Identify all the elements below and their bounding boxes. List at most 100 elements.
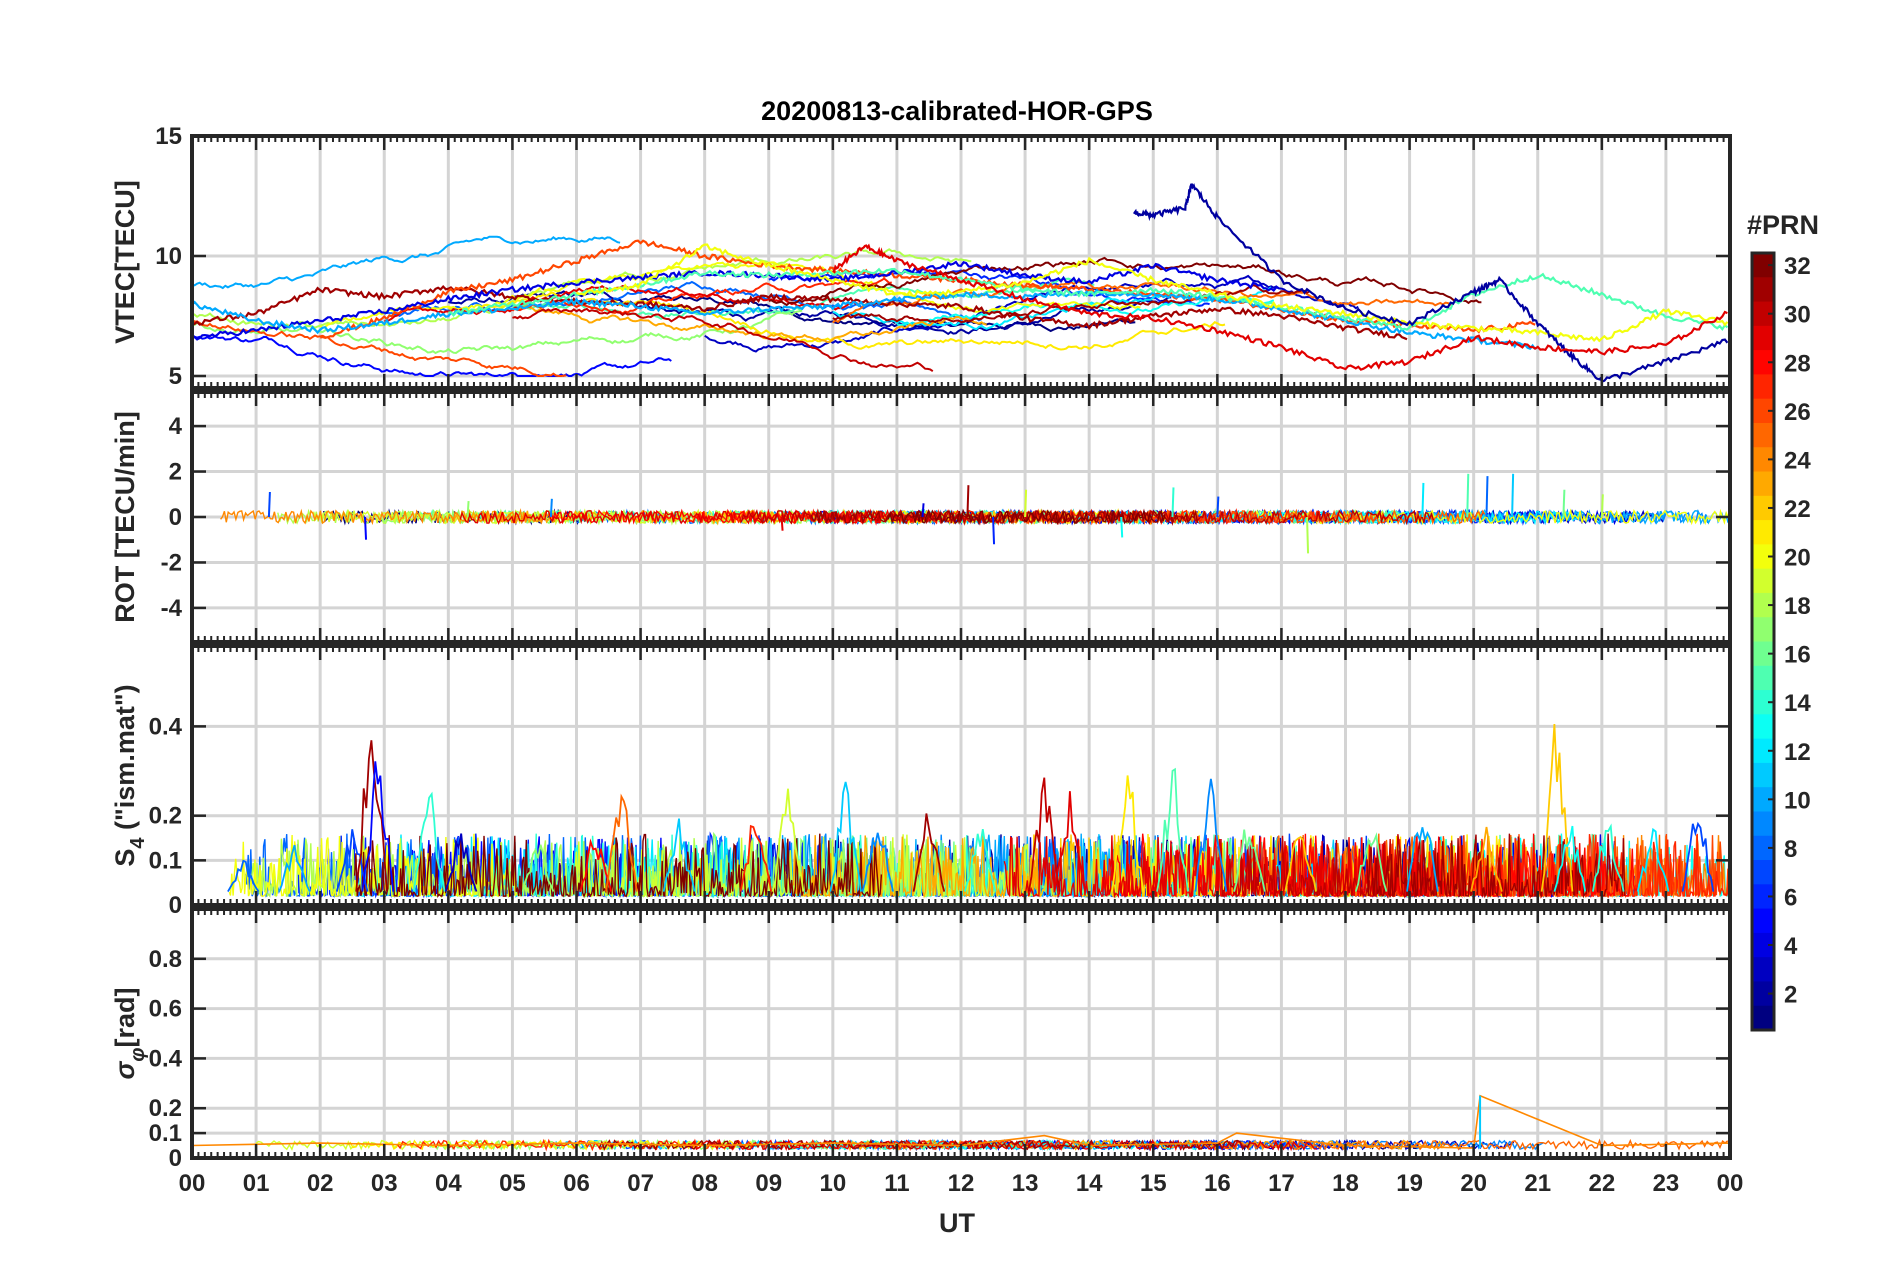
rot-spike [780,516,784,531]
y-tick-label: -4 [161,595,183,622]
x-tick-label: 13 [1012,1170,1039,1197]
rot-spike [1511,473,1515,518]
s4-peak [1194,778,1228,892]
rot-spike [1024,489,1028,518]
vtec-line [192,309,803,355]
s4-peak [1053,791,1087,892]
x-tick-label: 10 [819,1170,846,1197]
y-axis-label: S4 ("ism.mat") [110,684,149,866]
x-axis-label: UT [939,1208,975,1238]
colorbar-tick-label: 12 [1784,739,1811,766]
rot-spike [1306,516,1310,554]
colorbar-segment [1752,374,1774,400]
colorbar-segment [1752,447,1774,473]
y-tick-label: 0.1 [149,847,182,874]
colorbar-segment [1752,665,1774,691]
s4-peak [1406,827,1439,892]
x-tick-label: 05 [499,1170,526,1197]
s4-peak [1354,832,1388,892]
y-label-rest: ("ism.mat") [110,684,140,837]
y-tick-label: 0.6 [149,996,182,1023]
x-tick-label: 20 [1460,1170,1487,1197]
colorbar-segment [1752,301,1774,327]
s4-peak [1028,777,1061,892]
x-tick-label: 08 [691,1170,718,1197]
s4-peak [1233,829,1266,892]
s4-peak [412,791,446,892]
y-ticks: 0 0.1 0.2 0.4 [149,713,1730,919]
vtec-line [832,280,1454,324]
x-tick-label: 11 [884,1170,909,1197]
s4-peak [662,818,696,892]
s4-peak [1681,821,1715,892]
s4-peak [361,761,395,892]
x-tick-label: 12 [948,1170,975,1197]
vtec-line [319,261,1141,330]
s4-peak [355,740,388,892]
rot-spike [1600,494,1604,518]
vtec-series-line [1133,183,1729,383]
colorbar-segment [1752,957,1774,983]
s4-peak [521,844,555,892]
s4-peak [227,859,260,893]
vtec-series-line [448,267,1729,332]
colorbar-tick-label: 24 [1784,447,1811,474]
y-tick-label: 5 [169,363,182,390]
x-tick-label: 02 [307,1170,334,1197]
s4-peak [335,829,369,892]
s4-peak [1636,827,1670,892]
colorbar-segment [1752,811,1774,837]
colorbar-segment [1752,738,1774,764]
s4-peak [1284,835,1317,892]
colorbar-segment [1752,860,1774,885]
rot-spike [549,498,553,518]
colorbar-tick-label: 20 [1784,545,1811,572]
y-axis-label: σφ[rad] [110,988,149,1080]
s4-peak [829,781,862,892]
colorbar-segment [1752,835,1774,861]
rot-spike [1171,487,1175,518]
s4-peak [605,793,638,892]
rot-spike [921,503,925,518]
data-region [227,724,1730,899]
x-tick-label: 01 [243,1170,270,1197]
colorbar-segment [1752,568,1774,594]
colorbar-tick-label: 18 [1784,593,1811,620]
axis-box [190,390,1732,644]
colorbar-segment [1752,762,1774,788]
colorbar-segment [1752,398,1774,424]
y-tick-label: -2 [161,549,182,576]
y-tick-label: 4 [169,413,183,440]
s4-peak [1540,724,1574,892]
colorbar-segment [1752,253,1774,278]
s4-peak [1470,826,1503,892]
colorbar-frame [1750,251,1776,1032]
y-label-main: σ [110,1061,140,1080]
rot-line [220,508,556,526]
s4-peak [1553,825,1587,892]
s4-peak [912,813,946,892]
axis-box [190,907,1732,1160]
s4-peak [444,833,478,892]
s4-peak [278,844,311,893]
x-tick-label: 04 [435,1170,462,1197]
x-major-ticks [190,909,1732,1158]
data-region [192,183,1729,383]
vtec-line [383,280,982,322]
panel-rot: -4 -2 0 2 4 ROT [TECU/min] [110,390,1732,644]
rot-spike [364,516,368,540]
vtec-line [704,274,1359,353]
vtec-series-line [192,284,1408,341]
colorbar-tick-label: 10 [1784,787,1811,814]
y-label-sub: φ [127,1048,149,1062]
x-tick-label: 14 [1076,1170,1103,1197]
colorbar-segment [1752,617,1774,643]
sigma-line [682,1138,1317,1152]
x-tick-label: 23 [1653,1170,1680,1197]
x-tick-label: 15 [1140,1170,1167,1197]
rot-line [740,508,1435,526]
x-tick-label: 22 [1588,1170,1615,1197]
